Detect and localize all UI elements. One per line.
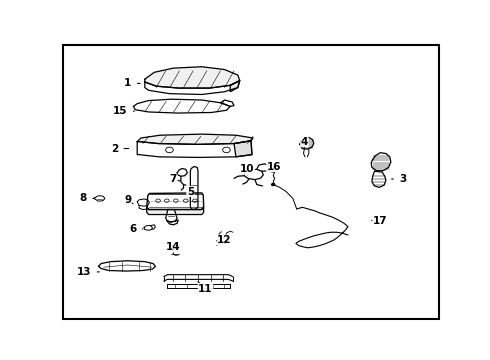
Text: 14: 14: [166, 242, 181, 252]
Polygon shape: [147, 207, 204, 215]
Text: 4: 4: [300, 136, 308, 149]
Polygon shape: [137, 199, 149, 206]
Polygon shape: [170, 245, 180, 251]
Polygon shape: [145, 81, 240, 94]
Circle shape: [271, 183, 275, 186]
Text: 10: 10: [240, 164, 255, 175]
Text: 8: 8: [80, 193, 95, 203]
Text: 11: 11: [198, 282, 213, 293]
Polygon shape: [137, 134, 253, 144]
Text: 12: 12: [217, 235, 232, 246]
Polygon shape: [230, 81, 240, 92]
Polygon shape: [177, 168, 187, 176]
Text: 17: 17: [371, 216, 388, 226]
Polygon shape: [245, 169, 263, 180]
Polygon shape: [190, 167, 198, 210]
Polygon shape: [166, 210, 177, 222]
Polygon shape: [133, 99, 230, 113]
Polygon shape: [300, 138, 314, 149]
Text: 2: 2: [111, 144, 129, 153]
Text: 16: 16: [267, 162, 281, 172]
Polygon shape: [145, 67, 240, 88]
Text: 5: 5: [187, 186, 194, 198]
Polygon shape: [371, 153, 391, 171]
Polygon shape: [98, 261, 155, 271]
Text: 7: 7: [170, 174, 180, 184]
Polygon shape: [217, 237, 229, 244]
Text: 6: 6: [129, 224, 143, 234]
Text: 1: 1: [124, 78, 140, 89]
Text: 15: 15: [113, 106, 134, 116]
Polygon shape: [372, 171, 386, 187]
Polygon shape: [234, 141, 252, 157]
Polygon shape: [220, 100, 234, 107]
Text: 9: 9: [124, 195, 133, 205]
Polygon shape: [137, 141, 252, 157]
Polygon shape: [167, 220, 178, 225]
Text: 3: 3: [392, 174, 407, 184]
Polygon shape: [147, 193, 204, 210]
Polygon shape: [95, 195, 105, 201]
Text: 13: 13: [77, 267, 99, 277]
Polygon shape: [144, 226, 152, 230]
